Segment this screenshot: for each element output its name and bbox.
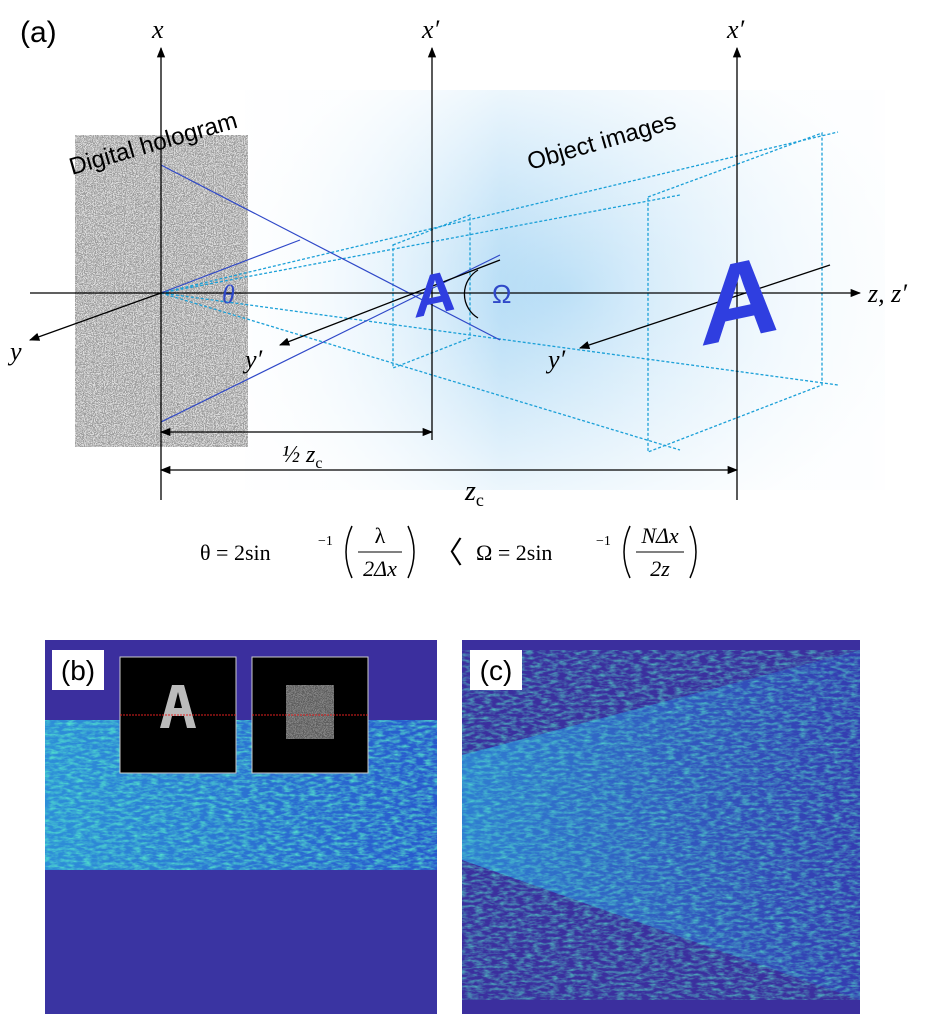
eq-num: λ	[375, 523, 386, 548]
figure: (a) x x′ x′ y y′ y′ z, z′ Digital hologr…	[0, 0, 925, 1014]
eq-sup: −1	[318, 534, 333, 549]
inset-blur	[286, 685, 334, 739]
panel-c: (c)	[462, 640, 860, 1014]
distance-sub: c	[476, 490, 484, 510]
axis-label: z, z′	[867, 279, 907, 308]
distance-main: z	[464, 476, 476, 507]
object-letter: A	[414, 258, 456, 331]
panel-label: (a)	[20, 16, 57, 49]
eq-sup: −1	[596, 534, 611, 549]
axis-label: x	[151, 15, 164, 44]
distance-sub: c	[315, 455, 322, 472]
lower-region	[45, 870, 437, 1014]
speckle	[45, 720, 437, 870]
axis-label: y′	[242, 345, 263, 374]
eq-den: 2Δx	[363, 556, 397, 581]
distance-main: ½ z	[282, 442, 316, 468]
eq-left: θ = 2sin	[200, 540, 271, 565]
eq-relation: 〈	[433, 537, 463, 570]
eq-den: 2z	[650, 556, 670, 581]
axis-label: y	[7, 337, 22, 366]
panel-label: (b)	[61, 655, 95, 686]
equation: θ = 2sin −1 λ 2Δx 〈 Ω = 2sin −1 NΔx 2z	[200, 523, 696, 581]
eq-right: Ω = 2sin	[476, 540, 552, 565]
page: (a) x x′ x′ y y′ y′ z, z′ Digital hologr…	[0, 0, 925, 1014]
axis-label: x′	[421, 15, 440, 44]
angle-label: θ	[222, 280, 235, 309]
panel-label: (c)	[480, 655, 513, 686]
axis-label: x′	[726, 15, 745, 44]
panel-a: (a) x x′ x′ y y′ y′ z, z′ Digital hologr…	[7, 15, 907, 581]
object-letter: A	[700, 229, 779, 369]
panel-b: (b)	[45, 640, 437, 1014]
angle-label: Ω	[492, 279, 511, 309]
eq-num: NΔx	[640, 523, 679, 548]
axis-label: y′	[545, 345, 566, 374]
